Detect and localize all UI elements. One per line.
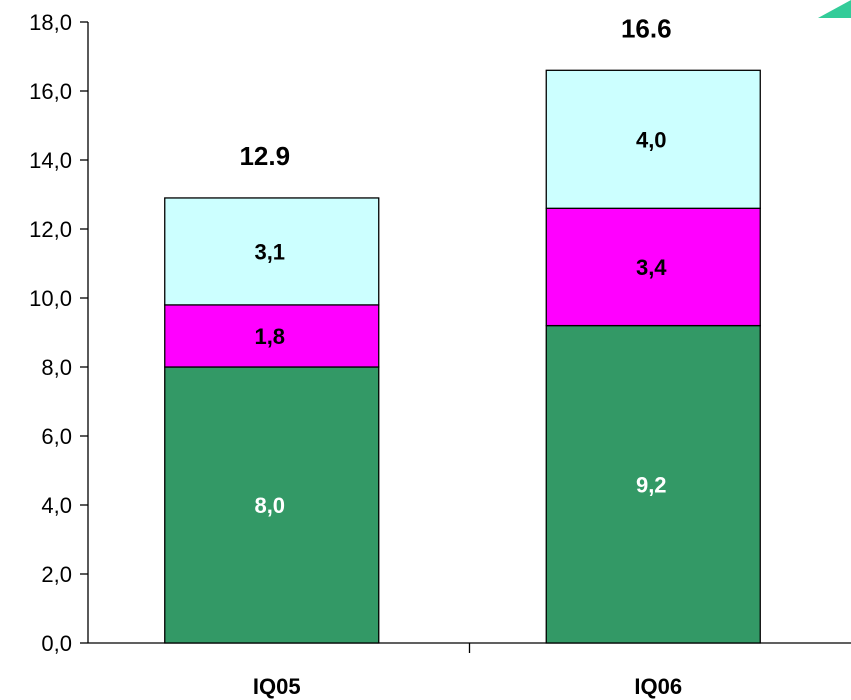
y-tick-label: 18,0 (29, 10, 72, 35)
x-category-label: IQ06 (634, 674, 682, 699)
bar-segment (545, 324, 761, 644)
x-category-label: IQ05 (253, 674, 301, 699)
bar-segment (545, 69, 761, 209)
bar-total-label: 12.9 (239, 141, 290, 171)
y-tick-label: 8,0 (41, 355, 72, 380)
y-tick-label: 2,0 (41, 562, 72, 587)
y-tick-label: 6,0 (41, 424, 72, 449)
y-tick-label: 12,0 (29, 217, 72, 242)
y-tick-label: 10,0 (29, 286, 72, 311)
bar-segment-data-label: 3,1 (254, 239, 285, 264)
bar-segment-data-label: 3,4 (636, 255, 667, 280)
y-tick-label: 4,0 (41, 493, 72, 518)
bar-segment (164, 197, 380, 306)
bar-segment-data-label: 8,0 (254, 493, 285, 518)
bar-segment-data-label: 1,8 (254, 324, 285, 349)
bar-segment-data-label: 9,2 (636, 472, 667, 497)
y-tick-label: 0,0 (41, 631, 72, 656)
bar-segment (545, 207, 761, 327)
bar-segment (164, 304, 380, 368)
bar-total-label: 16.6 (621, 13, 672, 43)
bar-segment (164, 366, 380, 644)
corner-decoration-shape (818, 0, 851, 18)
y-tick-label: 16,0 (29, 79, 72, 104)
y-tick-label: 14,0 (29, 148, 72, 173)
plot-area: 0,0 2,0 4,0 6,0 8,0 10,0 12,0 14,0 16,0 18,0 IQ05 I… (29, 10, 851, 699)
bar-segment-data-label: 4,0 (636, 127, 667, 152)
